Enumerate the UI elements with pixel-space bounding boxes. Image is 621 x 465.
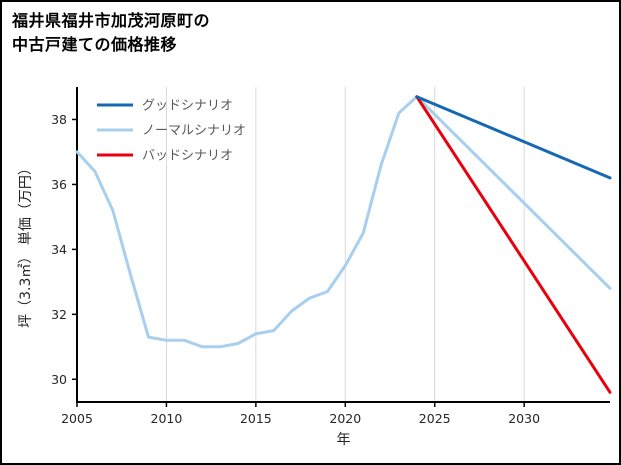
legend-item-グッドシナリオ: グッドシナリオ — [97, 99, 233, 114]
legend-label: グッドシナリオ — [142, 99, 233, 114]
chart-title: 福井県福井市加茂河原町の 中古戸建ての価格推移 — [12, 9, 210, 57]
series-line-グッドシナリオ — [415, 95, 612, 180]
chart-title-line2: 中古戸建ての価格推移 — [12, 35, 178, 54]
series-line-ノーマルシナリオ — [75, 95, 612, 349]
x-tick-label: 2025 — [419, 411, 451, 426]
y-axis-label: 坪（3.3㎡） 単価（万円） — [18, 161, 34, 328]
y-tick-label: 34 — [51, 242, 67, 257]
x-tick-label: 2020 — [329, 411, 361, 426]
y-tick-label: 36 — [51, 177, 67, 192]
y-tick-label: 30 — [51, 372, 67, 387]
x-tick-label: 2010 — [151, 411, 183, 426]
y-tick-label: 38 — [51, 112, 67, 127]
legend-label: ノーマルシナリオ — [142, 124, 246, 139]
x-tick-label: 2005 — [61, 411, 93, 426]
legend-item-バッドシナリオ: バッドシナリオ — [97, 149, 233, 164]
x-tick-label: 2030 — [508, 411, 540, 426]
legend-item-ノーマルシナリオ: ノーマルシナリオ — [97, 124, 246, 139]
x-tick-label: 2015 — [240, 411, 272, 426]
chart-title-line1: 福井県福井市加茂河原町の — [12, 11, 211, 30]
series-line-バッドシナリオ — [415, 95, 612, 394]
y-tick-label: 32 — [51, 307, 67, 322]
x-axis-label: 年 — [337, 432, 351, 448]
legend-label: バッドシナリオ — [142, 149, 233, 164]
